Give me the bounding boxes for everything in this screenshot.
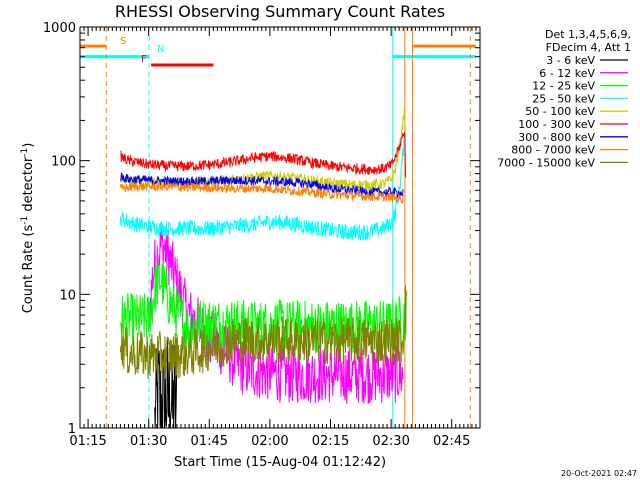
- series-line-0: [154, 338, 178, 429]
- plot-frame: [79, 26, 481, 429]
- x-axis-ticks: 01:15 01:30 01:45 02:00 02:15 02:30 02:45: [69, 27, 481, 449]
- legend-entry-label-1: 6 - 12 keV: [539, 67, 595, 80]
- series-line-8: [119, 285, 407, 380]
- annotation-N: N: [157, 44, 164, 55]
- series-line-2: [119, 258, 408, 354]
- series-line-3: [119, 134, 405, 241]
- legend-entry-label-2: 12 - 25 keV: [532, 80, 595, 93]
- y-tick-label-2: 100: [51, 155, 76, 170]
- legend-header-line2: FDecim 4, Att 1: [546, 41, 631, 54]
- annotation-S: S: [120, 36, 126, 47]
- x-tick-label-5: 02:30: [372, 434, 409, 449]
- legend: Det 1,3,4,5,6,9, FDecim 4, Att 1 3 - 6 k…: [497, 28, 631, 169]
- series-line-6: [119, 172, 404, 199]
- x-tick-label-2: 01:45: [191, 434, 228, 449]
- x-tick-label-6: 02:45: [433, 434, 470, 449]
- legend-entry-label-3: 25 - 50 keV: [532, 92, 595, 105]
- y-axis-ticks: 1 10 100 1000: [43, 21, 480, 437]
- y-tick-label-0: 1: [68, 422, 76, 437]
- x-tick-label-1: 01:30: [130, 434, 167, 449]
- y-tick-label-1: 10: [59, 288, 76, 303]
- legend-entry-label-5: 100 - 300 keV: [518, 118, 595, 131]
- chart-title: RHESSI Observing Summary Count Rates: [115, 2, 445, 21]
- x-axis-label: Start Time (15-Aug-04 01:12:42): [174, 455, 386, 470]
- state-vlines: [105, 27, 471, 428]
- state-bars: [80, 44, 476, 67]
- legend-header-line1: Det 1,3,4,5,6,9,: [545, 28, 631, 41]
- legend-entry-label-0: 3 - 6 keV: [546, 54, 595, 67]
- y-axis-label-sup2: -1: [20, 148, 30, 157]
- y-axis-label-main: Count Rate (s: [21, 225, 36, 314]
- legend-entry-label-6: 300 - 800 keV: [518, 131, 595, 144]
- series-lines: [119, 104, 408, 429]
- y-axis-label-end: ): [21, 143, 36, 148]
- y-axis-label-sup1: -1: [20, 216, 30, 225]
- x-tick-label-0: 01:15: [69, 434, 106, 449]
- series-line-7: [119, 180, 404, 205]
- y-axis-label-mid: detector: [21, 156, 36, 216]
- legend-entry-label-8: 7000 - 15000 keV: [497, 156, 595, 169]
- legend-entry-label-7: 800 - 7000 keV: [511, 144, 595, 157]
- y-tick-label-3: 1000: [43, 21, 76, 36]
- y-axis-label: Count Rate (s-1 detector-1): [20, 143, 36, 314]
- annotation-F: F: [141, 54, 147, 65]
- series-line-5: [120, 131, 406, 178]
- timestamp: 20-Oct-2021 02:47: [561, 469, 637, 478]
- x-tick-label-4: 02:15: [312, 434, 349, 449]
- legend-entry-label-4: 50 - 100 keV: [525, 105, 595, 118]
- x-tick-label-3: 02:00: [251, 434, 288, 449]
